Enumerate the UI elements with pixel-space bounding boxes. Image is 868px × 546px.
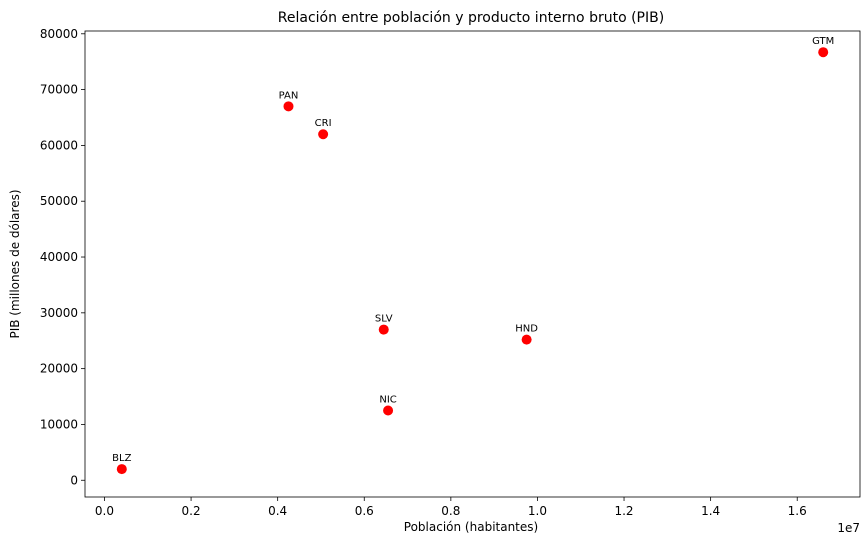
data-point bbox=[116, 464, 127, 475]
x-tick-label: 1.6 bbox=[788, 504, 807, 518]
data-point bbox=[383, 405, 394, 416]
data-point-label: NIC bbox=[379, 394, 396, 405]
chart-title: Relación entre población y producto inte… bbox=[278, 10, 664, 26]
data-point bbox=[818, 47, 829, 58]
data-point bbox=[378, 324, 389, 335]
data-point-label: HND bbox=[515, 324, 538, 335]
x-tick-label: 1.2 bbox=[614, 504, 633, 518]
data-point-label: GTM bbox=[812, 36, 834, 47]
x-axis-offset-label: 1e7 bbox=[837, 521, 860, 535]
x-tick-label: 1.4 bbox=[701, 504, 720, 518]
plot-frame bbox=[84, 30, 861, 498]
y-tick-label: 20000 bbox=[40, 362, 78, 376]
data-point-label: CRI bbox=[315, 118, 332, 129]
y-tick-label: 10000 bbox=[40, 417, 78, 431]
x-tick-label: 0.0 bbox=[95, 504, 114, 518]
data-point-label: PAN bbox=[279, 90, 299, 101]
y-tick-label: 30000 bbox=[40, 306, 78, 320]
y-axis-label: PIB (millones de dólares) bbox=[8, 189, 22, 338]
x-tick-label: 0.2 bbox=[182, 504, 201, 518]
y-tick-label: 50000 bbox=[40, 194, 78, 208]
data-point bbox=[318, 129, 329, 140]
x-tick-label: 0.4 bbox=[268, 504, 287, 518]
x-tick-label: 0.8 bbox=[441, 504, 460, 518]
y-tick-label: 70000 bbox=[40, 83, 78, 97]
data-point-label: SLV bbox=[375, 314, 393, 325]
y-tick-label: 0 bbox=[70, 473, 78, 487]
x-tick-label: 0.6 bbox=[355, 504, 374, 518]
data-point bbox=[521, 334, 532, 345]
x-tick-label: 1.0 bbox=[528, 504, 547, 518]
y-tick-label: 60000 bbox=[40, 138, 78, 152]
x-axis-label: Población (habitantes) bbox=[404, 520, 538, 534]
y-tick-label: 80000 bbox=[40, 27, 78, 41]
y-tick-label: 40000 bbox=[40, 250, 78, 264]
data-point-label: BLZ bbox=[112, 453, 131, 464]
data-point bbox=[283, 101, 294, 112]
plot-area: 0.0 0.2 0.4 0.6 0.8 1.0 1.2 1.4 1.6 0 10000 20000 30… bbox=[40, 27, 861, 518]
